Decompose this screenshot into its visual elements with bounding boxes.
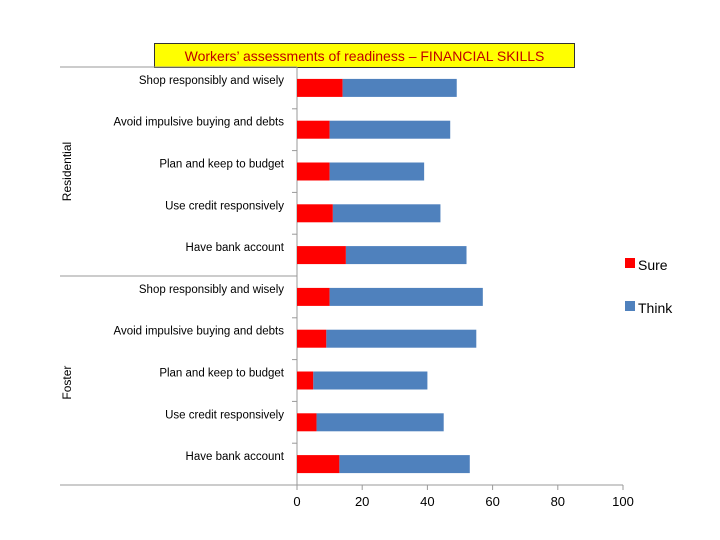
category-label: Plan and keep to budget [159, 368, 284, 380]
bar-think [326, 329, 477, 348]
category-label: Have bank account [186, 451, 285, 463]
bar-think [345, 246, 467, 265]
x-tick-label: 60 [485, 494, 499, 509]
x-tick-label: 20 [355, 494, 369, 509]
chart-title: Workers’ assessments of readiness – FINA… [154, 43, 575, 68]
bar-think [342, 78, 457, 97]
x-tick-label: 80 [551, 494, 565, 509]
legend-swatch-sure [625, 258, 635, 268]
bar-think [329, 120, 451, 139]
bar-sure [297, 287, 330, 306]
bar-think [316, 413, 444, 432]
bar-sure [297, 246, 346, 265]
group-label: Residential [60, 142, 74, 201]
x-tick-label: 40 [420, 494, 434, 509]
legend-swatch-think [625, 301, 635, 311]
legend-label: Sure [638, 257, 668, 273]
bar-sure [297, 455, 340, 474]
bar-sure [297, 162, 330, 181]
legend-label: Think [638, 300, 673, 316]
bar-sure [297, 329, 327, 348]
group-label: Foster [60, 366, 74, 400]
bar-sure [297, 371, 314, 390]
bar-sure [297, 78, 343, 97]
bar-sure [297, 120, 330, 139]
bar-think [329, 162, 425, 181]
bar-sure [297, 204, 333, 223]
bar-think [313, 371, 428, 390]
bar-think [329, 287, 483, 306]
category-label: Use credit responsively [165, 200, 284, 212]
bar-sure [297, 413, 317, 432]
category-label: Shop responsibly and wisely [139, 284, 284, 296]
bar-think [339, 455, 470, 474]
category-label: Use credit responsively [165, 409, 284, 421]
category-label: Have bank account [186, 242, 285, 254]
category-label: Avoid impulsive buying and debts [114, 117, 285, 129]
x-tick-label: 0 [293, 494, 300, 509]
bar-think [332, 204, 441, 223]
category-label: Avoid impulsive buying and debts [114, 326, 285, 338]
x-tick-label: 100 [612, 494, 634, 509]
category-label: Shop responsibly and wisely [139, 75, 284, 87]
category-label: Plan and keep to budget [159, 159, 284, 171]
